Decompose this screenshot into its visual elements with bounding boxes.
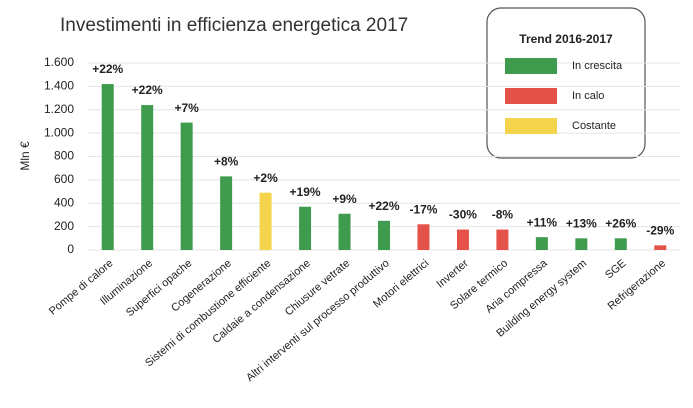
bar-annotation: +9%: [332, 192, 357, 206]
bar: [338, 213, 351, 250]
bar: [220, 176, 233, 250]
y-tick-label: 1.200: [44, 102, 74, 116]
x-tick-label: Altri interventi sul processo produttivo: [244, 257, 392, 384]
bar: [101, 84, 114, 250]
legend-swatch: [505, 88, 557, 104]
bar: [496, 229, 509, 250]
y-tick-label: 1.400: [44, 79, 74, 93]
bar-annotation: +2%: [253, 171, 278, 185]
bar: [299, 206, 312, 250]
x-tick-label: Inverter: [434, 257, 471, 290]
legend-label: In crescita: [572, 60, 623, 72]
legend-swatch: [505, 58, 557, 74]
bar: [141, 105, 154, 250]
bar: [378, 220, 390, 250]
legend-label: In calo: [572, 90, 604, 102]
bar: [259, 192, 272, 250]
y-tick-label: 600: [54, 172, 74, 186]
legend-title: Trend 2016-2017: [519, 32, 613, 46]
bar: [535, 237, 548, 250]
bar-annotation: -17%: [409, 202, 437, 216]
bar-annotation: -30%: [449, 208, 477, 222]
bar-annotation: +11%: [527, 215, 558, 229]
bar-annotation: +26%: [605, 216, 636, 230]
bar: [456, 229, 469, 250]
bar-annotation: +8%: [214, 155, 239, 169]
bar-annotation: +13%: [566, 216, 597, 230]
bar: [614, 238, 627, 250]
bar: [180, 122, 193, 250]
bar: [654, 245, 667, 250]
y-tick-label: 1.600: [44, 55, 74, 69]
bar: [417, 224, 430, 250]
bar-annotation: +22%: [132, 83, 163, 97]
x-tick-label: Pompe di calore: [47, 257, 116, 317]
bar-annotation: +19%: [290, 185, 321, 199]
bar: [575, 238, 588, 250]
y-tick-label: 800: [54, 149, 74, 163]
y-axis-label: Mln €: [18, 141, 32, 171]
y-tick-label: 400: [54, 195, 74, 209]
bar-annotation: +22%: [92, 62, 123, 76]
x-tick-label: Superfici opache: [124, 257, 194, 319]
bar-annotation: -8%: [492, 208, 514, 222]
y-tick-label: 200: [54, 219, 74, 233]
bar-annotation: +22%: [368, 199, 399, 213]
bar-annotation: -29%: [646, 223, 674, 237]
legend-label: Costante: [572, 120, 616, 132]
x-tick-label: SGE: [603, 257, 629, 281]
y-tick-label: 0: [67, 242, 74, 256]
y-tick-label: 1.000: [44, 125, 74, 139]
legend-swatch: [505, 118, 557, 134]
legend-box: [486, 7, 646, 159]
bar-annotation: +7%: [174, 101, 199, 115]
chart-title: Investimenti in efficienza energetica 20…: [60, 15, 408, 36]
